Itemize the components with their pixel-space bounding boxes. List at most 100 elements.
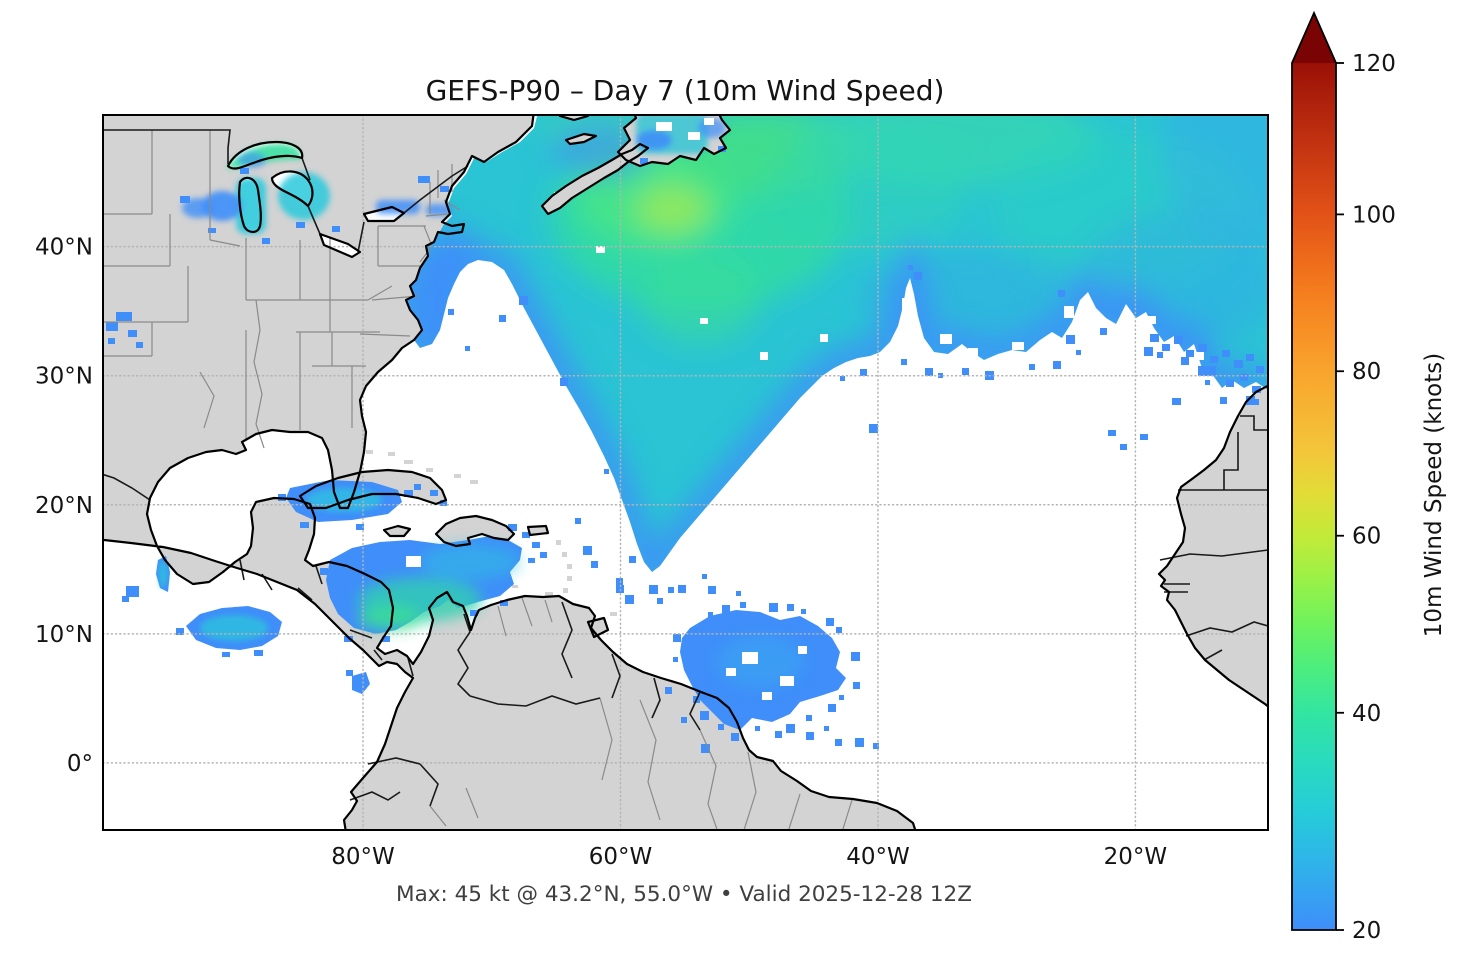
wind-pixel bbox=[824, 726, 829, 731]
wind-pixel bbox=[836, 627, 842, 633]
wind-pixel bbox=[700, 711, 709, 720]
wind-pixel bbox=[1246, 396, 1255, 405]
wind-pixel bbox=[840, 376, 845, 381]
newfoundland-field-overlay bbox=[636, 115, 726, 164]
wind-pixel bbox=[835, 739, 842, 746]
colorbar-tick-label: 60 bbox=[1352, 524, 1381, 550]
southern-caribbean-patch bbox=[320, 524, 547, 642]
wind-pixel bbox=[722, 605, 730, 613]
oklahoma-wind-specks bbox=[106, 312, 143, 348]
wind-pixel bbox=[1157, 352, 1163, 358]
wind-pixel bbox=[1076, 350, 1081, 355]
wind-pixel bbox=[908, 265, 913, 270]
wind-pixel bbox=[1053, 361, 1061, 369]
wind-pixel bbox=[787, 604, 794, 611]
wind-pixel bbox=[1029, 364, 1035, 370]
wind-pixel bbox=[901, 359, 907, 365]
colorbar-gradient bbox=[1292, 63, 1336, 930]
wind-pixel bbox=[786, 724, 795, 733]
wind-pixel bbox=[665, 687, 672, 694]
wind-pixel bbox=[1220, 397, 1227, 404]
colorbar-tick-labels: 20 40 60 80 100 120 bbox=[1352, 51, 1396, 944]
wind-pixel bbox=[839, 695, 844, 700]
gridlines bbox=[103, 115, 1268, 830]
wind-pixel bbox=[1100, 328, 1107, 335]
africa-coast-specks bbox=[1108, 334, 1264, 450]
wind-pixel bbox=[775, 731, 782, 738]
wind-pixel bbox=[604, 469, 609, 474]
wind-pixel bbox=[708, 586, 716, 594]
axis-tick-labels: 80°W 60°W 40°W 20°W 40°N 30°N 20°N 10°N 0° bbox=[35, 235, 1167, 870]
wind-pixel bbox=[616, 578, 623, 585]
wind-pixel bbox=[690, 628, 696, 634]
wind-pixel bbox=[657, 598, 663, 604]
left-edge-speck bbox=[122, 586, 139, 602]
great-lakes-wind-patches bbox=[180, 143, 452, 244]
wind-speed-field bbox=[106, 115, 1268, 730]
tropical-atlantic-patch bbox=[680, 610, 846, 730]
wind-pixel bbox=[1058, 290, 1065, 297]
wind-pixel bbox=[806, 732, 814, 740]
wind-pixel bbox=[851, 652, 860, 661]
wind-pixel bbox=[914, 272, 922, 280]
wind-pixel bbox=[668, 587, 674, 593]
wind-pixel bbox=[649, 585, 658, 594]
eastern-pacific-patch bbox=[176, 606, 282, 657]
wind-pixel bbox=[625, 595, 634, 604]
wind-pixel bbox=[448, 309, 454, 315]
wind-pixel bbox=[731, 733, 739, 741]
bahamas-islands bbox=[336, 430, 478, 484]
tehuantepec-sliver bbox=[156, 556, 170, 592]
colorbar-tick-label: 80 bbox=[1352, 359, 1381, 385]
colorbar-tick-label: 120 bbox=[1352, 51, 1396, 77]
wind-pixel bbox=[828, 704, 836, 712]
wind-pixel bbox=[1253, 399, 1259, 405]
colorbar-extend-arrow bbox=[1292, 13, 1336, 63]
wind-pixel bbox=[591, 561, 598, 568]
colorbar-ticks bbox=[1336, 62, 1344, 931]
y-tick-label: 40°N bbox=[35, 235, 93, 261]
colorbar-axis-label: 10m Wind Speed (knots) bbox=[1421, 352, 1447, 638]
x-tick-label: 80°W bbox=[331, 844, 395, 870]
panama-south-blob bbox=[346, 670, 370, 694]
wind-pixel bbox=[1205, 380, 1210, 385]
wind-pixel bbox=[708, 612, 713, 617]
colorbar-outline bbox=[1291, 10, 1337, 931]
wind-pixel bbox=[801, 609, 806, 614]
wind-pixel bbox=[583, 546, 592, 555]
colorbar: 20 40 60 80 100 120 bbox=[1291, 10, 1396, 944]
wind-pixel bbox=[1144, 347, 1153, 356]
wind-pixel bbox=[853, 682, 860, 689]
wind-pixel bbox=[736, 591, 741, 596]
wind-pixel bbox=[1066, 335, 1075, 344]
borders-and-coastlines bbox=[103, 115, 1268, 830]
wind-pixel bbox=[673, 634, 681, 642]
chart-subtitle: Max: 45 kt @ 43.2°N, 55.0°W • Valid 2025… bbox=[396, 882, 972, 907]
x-tick-label: 60°W bbox=[589, 844, 653, 870]
wind-pixel bbox=[855, 738, 864, 747]
wind-pixel bbox=[826, 618, 834, 626]
wind-pixel bbox=[860, 369, 867, 376]
wind-pixel bbox=[678, 585, 686, 593]
state-borders bbox=[103, 130, 853, 830]
wind-pixel bbox=[806, 715, 812, 721]
wind-pixel bbox=[616, 585, 624, 593]
x-tick-label: 40°W bbox=[846, 844, 910, 870]
wind-pixel bbox=[718, 724, 724, 730]
wind-pixel bbox=[519, 296, 528, 305]
wind-pixel bbox=[702, 574, 707, 579]
chart-title: GEFS-P90 – Day 7 (10m Wind Speed) bbox=[425, 74, 945, 107]
colorbar-tick-label: 20 bbox=[1352, 918, 1381, 944]
wind-pixel bbox=[575, 518, 581, 524]
wind-pixel bbox=[560, 378, 568, 386]
wind-pixel bbox=[499, 315, 506, 322]
colorbar-tick-label: 40 bbox=[1352, 701, 1381, 727]
wind-pixel bbox=[873, 743, 879, 749]
wind-pixel bbox=[755, 726, 760, 731]
wind-pixel bbox=[1181, 357, 1189, 365]
wind-pixel bbox=[681, 717, 687, 723]
wind-pixel bbox=[465, 346, 470, 351]
wind-pixel bbox=[740, 602, 746, 608]
